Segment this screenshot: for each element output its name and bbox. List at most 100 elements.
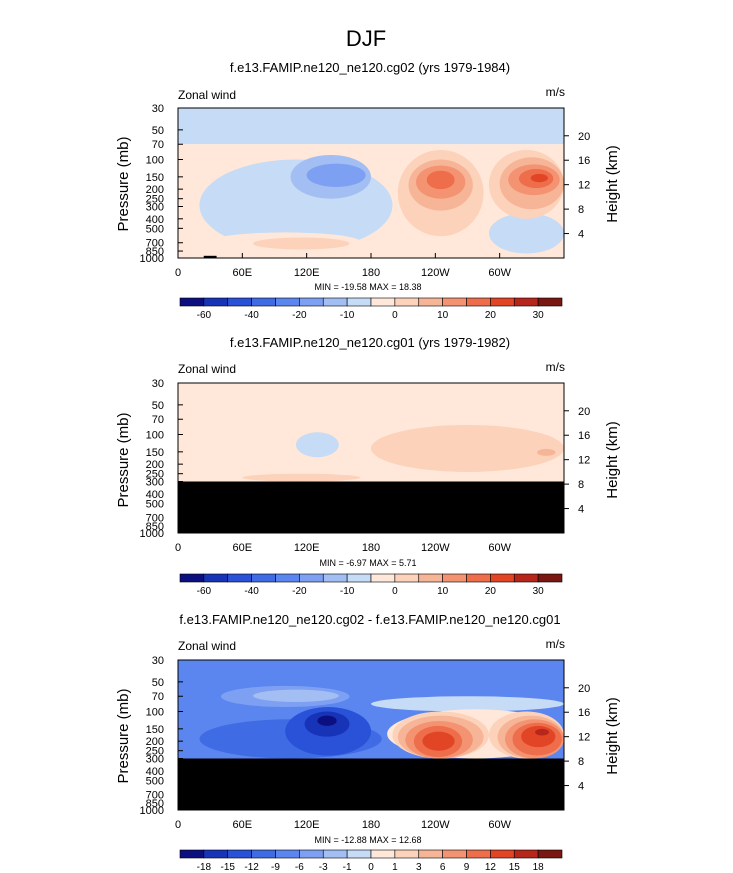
x-tick-label: 120E <box>294 542 320 554</box>
colorbar-swatch <box>418 297 443 307</box>
contour-region <box>537 448 556 456</box>
y-tick-label: 500 <box>146 498 164 510</box>
x-tick-label: 0 <box>175 267 181 279</box>
y-tick-label: 30 <box>152 655 164 667</box>
panel-title: f.e13.FAMIP.ne120_ne120.cg02 - f.e13.FAM… <box>179 612 560 627</box>
panel-title: f.e13.FAMIP.ne120_ne120.cg02 (yrs 1979-1… <box>230 60 510 75</box>
x-tick-label: 60W <box>488 542 511 554</box>
x-tick-label: 60W <box>488 267 511 279</box>
colorbar-label: 12 <box>485 862 497 873</box>
y-axis-label: Pressure (mb) <box>115 136 132 231</box>
contour-region <box>488 213 564 254</box>
y2-tick-label: 8 <box>578 204 584 216</box>
y2-tick-label: 8 <box>578 479 584 491</box>
colorbar-swatch <box>346 573 372 583</box>
colorbar-swatch <box>442 849 467 859</box>
colorbar-swatch <box>203 849 229 859</box>
colorbar-swatch <box>346 849 372 859</box>
y-axis-label: Pressure (mb) <box>115 412 132 507</box>
terrain-mask <box>203 255 217 258</box>
contour-region <box>317 715 337 726</box>
panel-1: f.e13.FAMIP.ne120_ne120.cg02 (yrs 1979-1… <box>115 60 621 321</box>
colorbar-swatch <box>466 297 491 307</box>
y2-tick-label: 8 <box>578 756 584 768</box>
colorbar-swatch <box>275 573 300 583</box>
y2-tick-label: 20 <box>578 406 590 418</box>
y-tick-label: 700 <box>146 513 164 525</box>
y-tick-label: 250 <box>146 469 164 481</box>
colorbar-swatch <box>275 297 300 307</box>
colorbar-label: -20 <box>292 586 307 597</box>
colorbar-swatch <box>418 849 443 859</box>
colorbar-swatch <box>179 297 205 307</box>
x-tick-label: 180 <box>362 542 380 554</box>
panel-3: f.e13.FAMIP.ne120_ne120.cg02 - f.e13.FAM… <box>115 612 621 873</box>
contour-region <box>521 725 556 748</box>
colorbar-label: 9 <box>464 862 470 873</box>
variable-label: Zonal wind <box>178 639 236 653</box>
units-label: m/s <box>546 360 565 374</box>
colorbar-label: -40 <box>244 586 259 597</box>
colorbar-label: 1 <box>392 862 398 873</box>
contour-region <box>295 432 339 458</box>
y2-tick-label: 12 <box>578 180 590 192</box>
colorbar-swatch <box>227 849 252 859</box>
x-tick-label: 60E <box>233 819 253 831</box>
colorbar-swatch <box>251 573 276 583</box>
variable-label: Zonal wind <box>178 362 236 376</box>
colorbar-swatch <box>227 573 252 583</box>
y2-tick-label: 12 <box>578 732 590 744</box>
x-tick-label: 120E <box>294 819 320 831</box>
y-tick-label: 30 <box>152 378 164 390</box>
colorbar-label: -1 <box>343 862 352 873</box>
panel-2: f.e13.FAMIP.ne120_ne120.cg01 (yrs 1979-1… <box>115 335 621 597</box>
y-tick-label: 1000 <box>140 805 164 817</box>
x-tick-label: 60E <box>233 542 253 554</box>
colorbar-swatch <box>346 297 372 307</box>
colorbar-swatch <box>490 849 515 859</box>
colorbar-swatch <box>466 849 491 859</box>
colorbar-label: 0 <box>392 310 398 321</box>
y2-axis-label: Height (km) <box>604 697 621 775</box>
y-tick-label: 150 <box>146 447 164 459</box>
colorbar-swatch <box>203 573 229 583</box>
colorbar-swatch <box>322 573 348 583</box>
colorbar-label: -9 <box>271 862 280 873</box>
colorbar-label: -60 <box>197 586 212 597</box>
figure-title: DJF <box>346 26 386 51</box>
colorbar-swatch <box>203 297 229 307</box>
contour-region <box>306 163 366 187</box>
y-tick-label: 250 <box>146 194 164 206</box>
colorbar-label: 20 <box>485 310 497 321</box>
contour-region <box>530 173 548 183</box>
min-max-label: MIN = -12.88 MAX = 12.68 <box>314 835 421 845</box>
colorbar-label: 6 <box>440 862 446 873</box>
x-tick-label: 60W <box>488 819 511 831</box>
y2-axis-label: Height (km) <box>604 421 621 499</box>
y-tick-label: 70 <box>152 691 164 703</box>
colorbar-label: -10 <box>340 586 355 597</box>
colorbar-swatch <box>370 849 396 859</box>
y-tick-label: 100 <box>146 430 164 442</box>
x-tick-label: 180 <box>362 819 380 831</box>
colorbar-label: 20 <box>485 586 497 597</box>
y2-tick-label: 16 <box>578 155 590 167</box>
y2-tick-label: 12 <box>578 455 590 467</box>
x-tick-label: 0 <box>175 819 181 831</box>
x-tick-label: 120W <box>421 819 450 831</box>
colorbar-label: -60 <box>197 310 212 321</box>
y-tick-label: 850 <box>146 521 164 533</box>
y2-tick-label: 20 <box>578 683 590 695</box>
y-tick-label: 70 <box>152 139 164 151</box>
y2-tick-label: 16 <box>578 430 590 442</box>
contour-region <box>242 473 361 482</box>
y-tick-label: 400 <box>146 766 164 778</box>
y-tick-label: 50 <box>152 400 164 412</box>
y-tick-label: 200 <box>146 736 164 748</box>
colorbar-label: -3 <box>319 862 328 873</box>
colorbar-3: -18 -15 -12 -9 -6 -3 -1 0 1 3 6 9 12 15 18 <box>179 849 563 873</box>
contour-region <box>371 424 564 472</box>
y-tick-label: 70 <box>152 414 164 426</box>
y-tick-label: 1000 <box>140 253 164 265</box>
